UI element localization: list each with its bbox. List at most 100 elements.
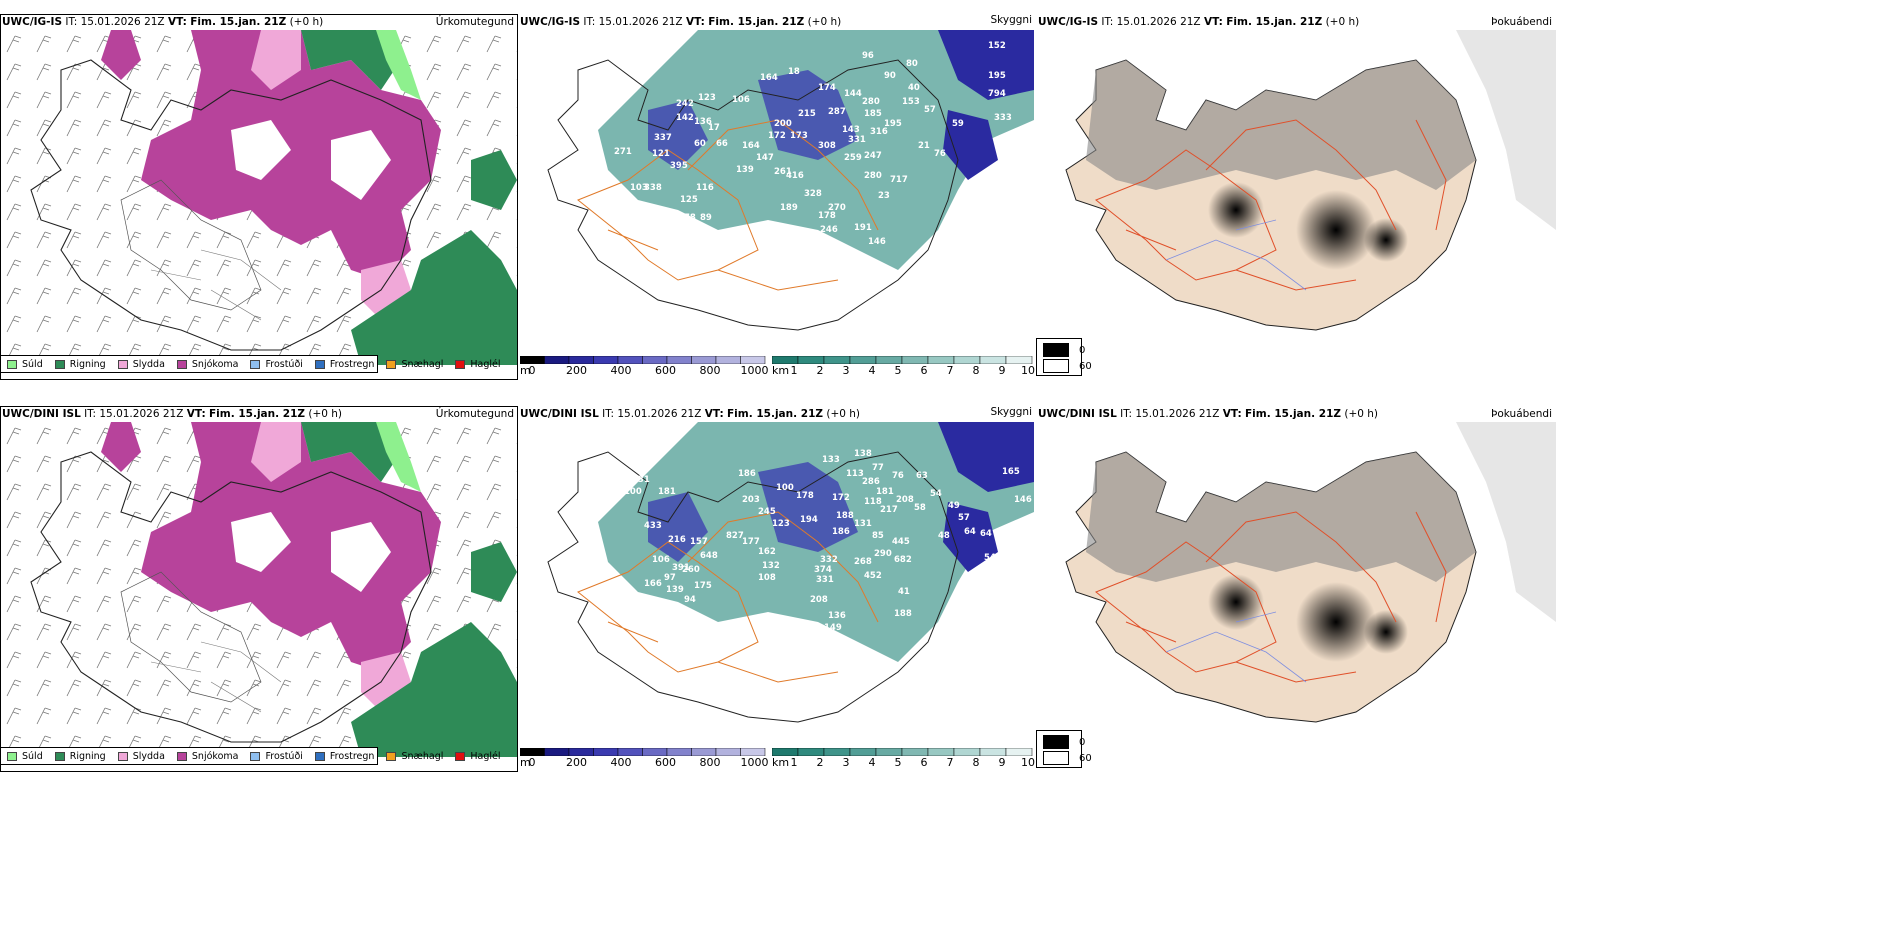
visibility-value-label: 247 (864, 151, 882, 161)
precip-legend-item: Snjókoma (176, 751, 238, 762)
visibility-value-label: 208 (810, 595, 828, 605)
visibility-value-label: 48 (938, 531, 950, 541)
ceiling-colorbar-segment (666, 748, 692, 756)
visibility-value-label: 54 (930, 489, 942, 499)
vt-value: Fim. 15.jan. 21Z (1226, 16, 1323, 28)
vt-value: Fim. 15.jan. 21Z (190, 16, 287, 28)
visibility-value-label: 125 (680, 195, 698, 205)
precip-legend-label: Slydda (132, 750, 165, 762)
visibility-colorbar-segment (772, 748, 799, 756)
precip-legend-label: Haglél (470, 750, 501, 762)
ceiling-colorbar-label: 600 (655, 364, 676, 377)
visibility-value-label: 57 (924, 105, 936, 115)
visibility-value-label: 90 (884, 71, 896, 81)
precip-legend-swatch (250, 359, 261, 369)
fog-panel: UWC/IG-IS IT: 15.01.2026 21Z VT: Fim. 15… (1036, 0, 1556, 380)
visibility-value-label: 100 (624, 487, 642, 497)
visibility-colorbar-label: 9 (998, 364, 1006, 377)
visibility-colorbar-label: 1 (790, 756, 798, 769)
visibility-value-label: 308 (818, 141, 836, 151)
precip-panel: UWC/DINI ISL IT: 15.01.2026 21Z VT: Fim.… (0, 392, 520, 772)
visibility-colorbar-segment (849, 748, 877, 756)
visibility-colorbar-segment (772, 356, 799, 364)
precip-legend-swatch (176, 751, 187, 761)
precip-panel: UWC/IG-IS IT: 15.01.2026 21Z VT: Fim. 15… (0, 0, 520, 380)
visibility-colorbar-segment (901, 748, 929, 756)
ceiling-colorbar-label: 800 (699, 364, 721, 377)
ceiling-colorbar-segment (520, 356, 545, 364)
model-name: UWC/DINI ISL (1038, 408, 1117, 420)
vt-offset: (+0 h) (807, 16, 842, 28)
visibility-colorbar-label: 10 (1021, 364, 1035, 377)
visibility-value-label: 121 (652, 149, 670, 159)
model-name: UWC/IG-IS (1038, 16, 1099, 28)
fog-indicator-title: Þokuábendi (1491, 16, 1552, 28)
visibility-value-label: 152 (988, 41, 1006, 51)
ceiling-colorbar-label: 400 (610, 756, 632, 769)
visibility-value-label: 66 (716, 139, 728, 149)
visibility-value-label: 268 (854, 557, 872, 567)
visibility-value-label: 64 (980, 529, 992, 539)
visibility-value-label: 246 (820, 225, 838, 235)
fog-legend-swatch-0 (1043, 343, 1069, 357)
visibility-value-label: 143 (842, 125, 860, 135)
visibility-value-label: 131 (854, 519, 872, 529)
visibility-value-label: 112 (608, 485, 626, 495)
visibility-value-label: 63 (916, 471, 928, 481)
it-value: 15.01.2026 21Z (1116, 16, 1201, 28)
visibility-value-label: 142 (676, 113, 694, 123)
precip-legend-swatch (54, 359, 65, 369)
ceiling-unit: m (520, 756, 531, 769)
fog-panel: UWC/DINI ISL IT: 15.01.2026 21Z VT: Fim.… (1036, 392, 1556, 772)
visibility-value-label: 106 (652, 555, 670, 565)
visibility-value-label: 216 (668, 535, 686, 545)
visibility-value-label: 338 (644, 183, 662, 193)
visibility-colorbar-segment (953, 356, 981, 364)
precip-legend-item: Frostregn (314, 751, 374, 762)
precip-legend-item: Haglél (455, 750, 501, 762)
precip-legend-item: Haglél (455, 359, 501, 370)
vt-offset: (+0 h) (308, 408, 343, 420)
visibility-value-label: 445 (892, 537, 910, 547)
visibility-value-label: 331 (848, 135, 866, 145)
visibility-colorbar-segment (875, 748, 903, 756)
visibility-colorbar-segment (849, 356, 877, 364)
precip-legend-label: Slydda (132, 358, 165, 370)
precip-legend-item: Súld (7, 359, 43, 370)
visibility-value-label: 96 (862, 51, 874, 61)
fog-legend: 0 60 (1036, 338, 1092, 376)
visibility-colorbar-label: 8 (972, 756, 980, 769)
precip-legend-item: Slydda (117, 358, 165, 370)
visibility-value-label: 139 (736, 165, 754, 175)
vt-label: VT: (1203, 16, 1223, 28)
visibility-value-label: 181 (658, 487, 676, 497)
vt-label: VT: (1222, 408, 1242, 420)
ceiling-colorbar-segment (740, 748, 766, 756)
vt-offset: (+0 h) (826, 408, 861, 420)
precip-legend-label: Rigning (69, 750, 106, 762)
precip-legend-swatch (386, 359, 397, 369)
ceiling-colorbar-segment (715, 356, 741, 364)
visibility-value-label: 118 (864, 497, 882, 507)
visibility-colorbar-label: 2 (816, 364, 824, 377)
visibility-colorbar-label: 4 (868, 756, 876, 769)
it-value: 15.01.2026 21Z (99, 408, 184, 420)
visibility-colorbar-segment (875, 356, 903, 364)
visibility-value-label: 374 (814, 565, 832, 575)
visibility-value-label: 139 (666, 585, 684, 595)
visibility-value-label: 146 (868, 237, 886, 247)
precip-map-frame (0, 14, 518, 380)
fog-legend-swatch-1 (1043, 751, 1069, 765)
ceiling-colorbar-label: 0 (528, 364, 536, 377)
visibility-value-label: 172 (768, 131, 786, 141)
visibility-colorbar-label: 10 (1021, 756, 1035, 769)
visibility-value-label: 17 (708, 123, 720, 133)
visibility-value-label: 18 (788, 67, 800, 77)
precip-legend-swatch (314, 751, 325, 761)
visibility-value-label: 77 (872, 463, 884, 473)
vt-value: Fim. 15.jan. 21Z (1245, 408, 1341, 420)
visibility-colorbar-segment (823, 356, 851, 364)
visibility-colorbar-label: 7 (946, 756, 954, 769)
visibility-colorbar-segment (797, 748, 825, 756)
ceiling-colorbar-segment (593, 748, 619, 756)
